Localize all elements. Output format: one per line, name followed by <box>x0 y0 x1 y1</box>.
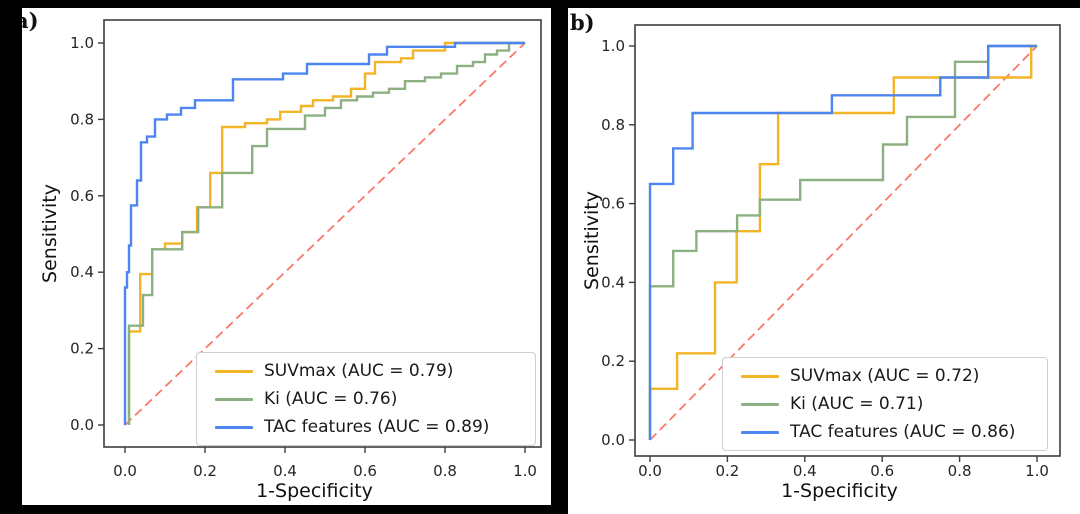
legend-label-tac: TAC features (AUC = 0.89) <box>264 417 490 437</box>
svg-text:0.8: 0.8 <box>70 110 94 128</box>
svg-text:0.4: 0.4 <box>273 462 297 480</box>
legend-label-tac: TAC features (AUC = 0.86) <box>790 422 1016 442</box>
svg-text:Sensitivity: Sensitivity <box>581 191 603 290</box>
svg-text:0.4: 0.4 <box>793 462 817 480</box>
svg-text:0.6: 0.6 <box>601 195 625 213</box>
svg-text:0.4: 0.4 <box>601 273 625 291</box>
legend-line-sample <box>741 374 779 378</box>
legend-a: SUVmax (AUC = 0.79) Ki (AUC = 0.76) TAC … <box>196 352 536 446</box>
svg-text:1.0: 1.0 <box>70 34 94 52</box>
legend-b: SUVmax (AUC = 0.72) Ki (AUC = 0.71) TAC … <box>722 357 1048 451</box>
legend-label-ki: Ki (AUC = 0.76) <box>264 389 398 409</box>
svg-text:0.6: 0.6 <box>870 462 894 480</box>
svg-text:0.0: 0.0 <box>638 462 662 480</box>
svg-text:0.0: 0.0 <box>70 416 94 434</box>
legend-label-suvmax: SUVmax (AUC = 0.79) <box>264 361 454 381</box>
roc-panel-a: a) 0.0 0.2 0.4 0.6 0.8 1.0 0.0 0.2 0.4 0.6 0.8 1.0 1… <box>22 8 551 505</box>
legend-item-suvmax: SUVmax (AUC = 0.72) <box>741 366 1047 386</box>
legend-line-sample <box>741 402 779 406</box>
legend-label-suvmax: SUVmax (AUC = 0.72) <box>790 366 980 386</box>
legend-item-ki: Ki (AUC = 0.71) <box>741 394 1047 414</box>
svg-text:0.6: 0.6 <box>353 462 377 480</box>
svg-text:0.2: 0.2 <box>601 352 625 370</box>
svg-text:0.2: 0.2 <box>193 462 217 480</box>
roc-panel-b: b) 0.0 0.2 0.4 0.6 0.8 1.0 0.0 0.2 0.4 0.6 0.8 1.0 1… <box>568 8 1080 514</box>
svg-text:0.6: 0.6 <box>70 187 94 205</box>
svg-text:0.8: 0.8 <box>433 462 457 480</box>
legend-item-tac: TAC features (AUC = 0.89) <box>215 417 535 437</box>
panel-b-label: b) <box>570 10 595 35</box>
svg-text:0.4: 0.4 <box>70 263 94 281</box>
svg-text:Sensitivity: Sensitivity <box>39 184 61 283</box>
svg-text:0.2: 0.2 <box>715 462 739 480</box>
legend-line-sample <box>741 430 779 434</box>
legend-item-tac: TAC features (AUC = 0.86) <box>741 422 1047 442</box>
legend-item-ki: Ki (AUC = 0.76) <box>215 389 535 409</box>
legend-label-ki: Ki (AUC = 0.71) <box>790 394 924 414</box>
legend-line-sample <box>215 397 253 401</box>
svg-text:0.0: 0.0 <box>113 462 137 480</box>
svg-text:0.8: 0.8 <box>601 116 625 134</box>
legend-line-sample <box>215 425 253 429</box>
svg-text:1.0: 1.0 <box>1025 462 1049 480</box>
svg-text:0.2: 0.2 <box>70 340 94 358</box>
svg-text:0.8: 0.8 <box>948 462 972 480</box>
panel-a-label: a) <box>22 8 39 33</box>
svg-text:1.0: 1.0 <box>601 37 625 55</box>
svg-text:0.0: 0.0 <box>601 431 625 449</box>
svg-text:1-Specificity: 1-Specificity <box>781 480 898 502</box>
legend-item-suvmax: SUVmax (AUC = 0.79) <box>215 361 535 381</box>
legend-line-sample <box>215 369 253 373</box>
svg-text:1.0: 1.0 <box>513 462 537 480</box>
svg-text:1-Specificity: 1-Specificity <box>256 480 373 502</box>
